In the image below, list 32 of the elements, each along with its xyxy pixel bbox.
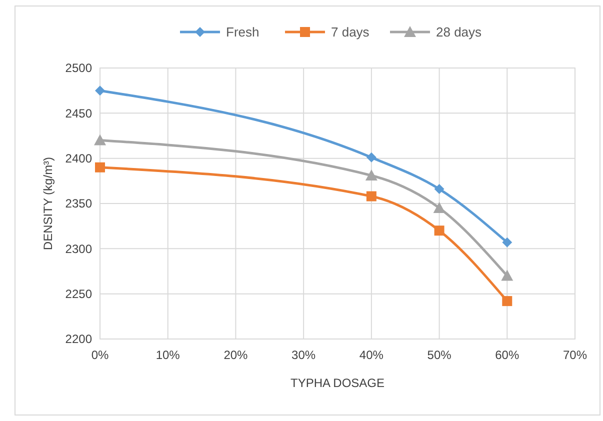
x-axis-title: TYPHA DOSAGE xyxy=(290,376,385,390)
x-tick-label: 20% xyxy=(224,348,248,362)
point xyxy=(365,169,378,180)
legend-label: 28 days xyxy=(436,24,482,40)
point xyxy=(366,191,376,202)
point xyxy=(95,162,105,172)
point xyxy=(501,270,514,281)
x-tick-label: 10% xyxy=(156,348,180,362)
y-tick-label: 2400 xyxy=(65,152,92,166)
legend-label: Fresh xyxy=(226,24,260,40)
x-tick-label: 60% xyxy=(495,348,520,362)
y-tick-label: 2350 xyxy=(65,196,92,211)
y-axis-title: DENSITY (kg/m³) xyxy=(41,156,55,250)
point xyxy=(434,226,444,236)
x-tick-label: 0% xyxy=(91,348,109,362)
y-tick-label: 2200 xyxy=(65,332,92,346)
point xyxy=(94,134,106,146)
x-tick-label: 70% xyxy=(562,348,588,362)
point xyxy=(434,184,444,194)
x-tick-label: 40% xyxy=(359,348,384,362)
x-tick-label: 30% xyxy=(292,348,316,362)
point xyxy=(433,202,446,214)
point xyxy=(95,86,105,96)
point xyxy=(366,152,376,162)
y-tick-label: 2450 xyxy=(65,106,92,120)
point xyxy=(502,237,512,248)
x-tick-label: 50% xyxy=(427,348,452,362)
legend-label: 7 days xyxy=(331,24,370,40)
point xyxy=(502,296,512,306)
y-tick-label: 2300 xyxy=(65,242,92,256)
y-tick-label: 2500 xyxy=(65,61,92,76)
y-tick-label: 2250 xyxy=(65,287,92,302)
